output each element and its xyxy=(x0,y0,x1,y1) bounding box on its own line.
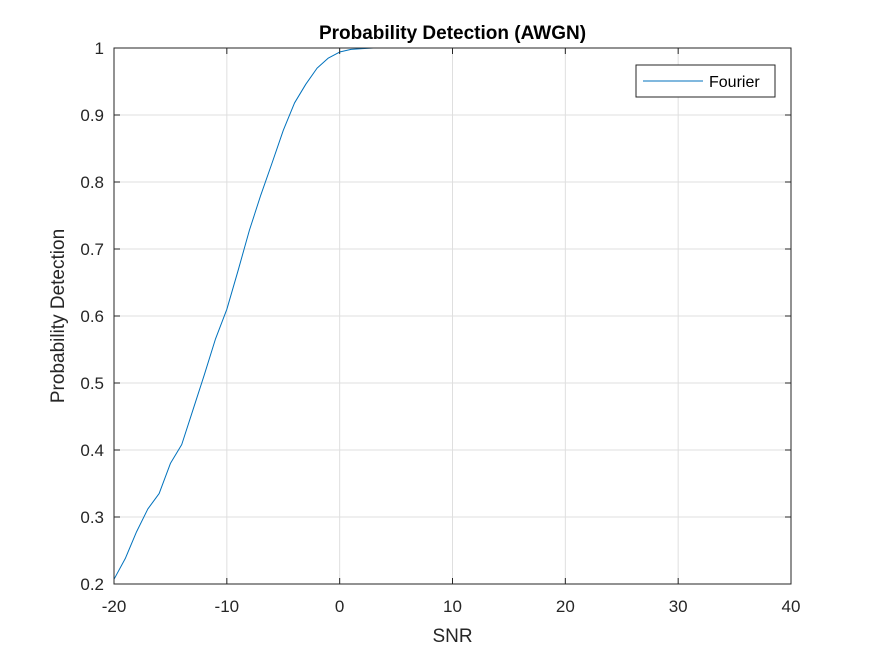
y-tick-label: 0.4 xyxy=(80,441,104,460)
y-tick-label: 0.8 xyxy=(80,173,104,192)
y-tick-label: 0.6 xyxy=(80,307,104,326)
y-tick-label: 0.2 xyxy=(80,575,104,594)
legend: Fourier xyxy=(635,64,776,98)
x-axis-label: SNR xyxy=(432,626,472,647)
x-tick-label: 40 xyxy=(782,597,801,616)
y-tick-label: 0.5 xyxy=(80,374,104,393)
x-tick-label: -10 xyxy=(215,597,240,616)
x-tick-label: 0 xyxy=(335,597,344,616)
legend-label-fourier: Fourier xyxy=(709,74,760,91)
x-tick-label: -20 xyxy=(102,597,127,616)
y-tick-label: 0.3 xyxy=(80,508,104,527)
chart-title: Probability Detection (AWGN) xyxy=(319,23,586,44)
y-tick-label: 1 xyxy=(95,39,104,58)
y-tick-label: 0.7 xyxy=(80,240,104,259)
y-tick-label: 0.9 xyxy=(80,106,104,125)
x-tick-label: 10 xyxy=(443,597,462,616)
y-axis-label: Probability Detection xyxy=(48,229,69,403)
x-tick-label: 20 xyxy=(556,597,575,616)
ticks: -20 -10 0 10 20 30 40 0.2 0.3 0.4 0.5 0.6 0.7 0.8 0.9 1 xyxy=(80,39,800,616)
x-tick-label: 30 xyxy=(669,597,688,616)
